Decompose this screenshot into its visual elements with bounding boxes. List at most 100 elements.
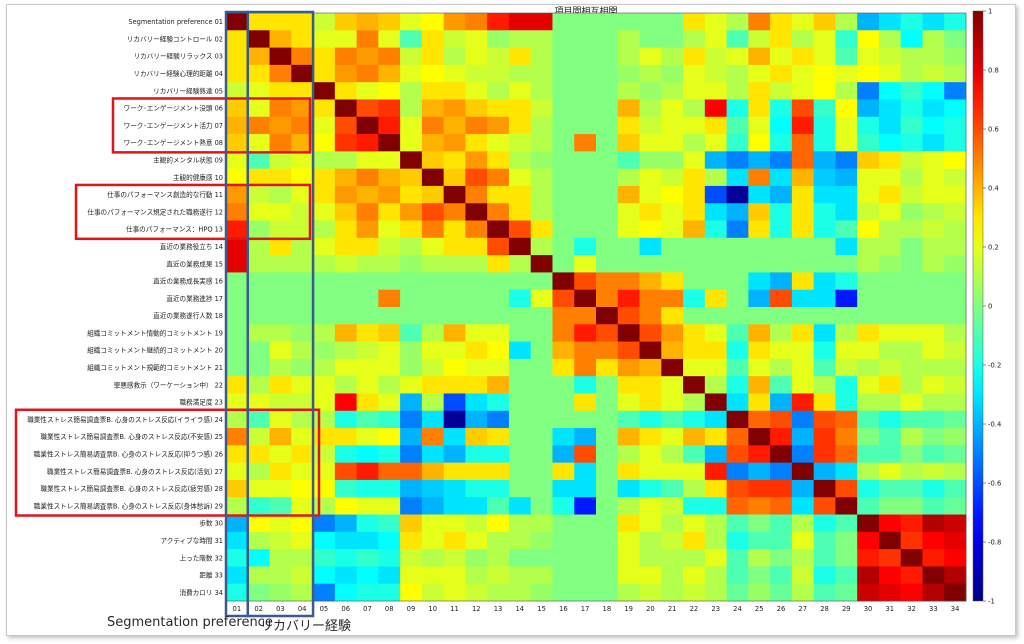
heatmap-cell	[770, 99, 793, 118]
heatmap-cell	[400, 168, 423, 187]
heatmap-cell	[487, 358, 510, 377]
heatmap-cell	[596, 462, 619, 481]
heatmap-cell	[813, 272, 836, 291]
heatmap-cell	[596, 134, 619, 152]
heatmap-cell	[530, 514, 553, 533]
heatmap-cell	[857, 185, 880, 204]
heatmap-cell	[770, 307, 793, 325]
heatmap-cell	[748, 82, 771, 100]
column-label: 21	[668, 605, 677, 613]
heatmap-cell	[487, 514, 510, 533]
column-label: 27	[798, 605, 807, 613]
column-label: 25	[755, 605, 764, 613]
heatmap-cell	[291, 82, 314, 100]
heatmap-cell	[726, 324, 749, 342]
heatmap-cell	[944, 255, 967, 273]
heatmap-cell	[770, 358, 793, 377]
heatmap-cell	[247, 497, 270, 515]
heatmap-cell	[291, 428, 314, 446]
heatmap-cell	[508, 220, 532, 239]
heatmap-cell	[443, 272, 466, 291]
heatmap-cell	[421, 272, 445, 291]
heatmap-cell	[617, 341, 640, 360]
heatmap-cell	[465, 47, 488, 66]
heatmap-cell	[617, 237, 640, 256]
heatmap-cell	[508, 307, 532, 325]
heatmap-cell	[617, 168, 640, 187]
heatmap-cell	[835, 428, 858, 446]
heatmap-cell	[291, 566, 314, 585]
heatmap-cell	[400, 549, 423, 567]
heatmap-cell	[356, 324, 379, 342]
heatmap-cell	[813, 583, 836, 602]
heatmap-cell	[487, 479, 510, 498]
heatmap-cell	[878, 428, 902, 446]
heatmap-cell	[421, 428, 445, 446]
heatmap-cell	[508, 376, 532, 394]
heatmap-cell	[574, 168, 597, 187]
heatmap-cell	[574, 82, 597, 100]
heatmap-cell	[791, 410, 815, 429]
heatmap-cell	[574, 479, 597, 498]
heatmap-cell	[421, 289, 445, 308]
heatmap-cell	[900, 428, 923, 446]
heatmap-cell	[421, 358, 445, 377]
heatmap-cell	[639, 341, 662, 360]
heatmap-cell	[247, 64, 270, 83]
heatmap-cell	[639, 549, 662, 567]
figure-frame: 項目間相互相関 Segmentation preference 01 リカバリー経…	[6, 4, 1016, 636]
heatmap-cell	[900, 185, 923, 204]
row-label: 距離 33	[199, 571, 223, 580]
heatmap-cell	[813, 566, 836, 585]
heatmap-cell	[487, 47, 510, 66]
heatmap-cell	[726, 462, 749, 481]
heatmap-cell	[400, 324, 423, 342]
heatmap-cell	[291, 583, 314, 602]
heatmap-cell	[421, 220, 445, 239]
heatmap-cell	[356, 307, 379, 325]
heatmap-cell	[661, 99, 684, 118]
heatmap-cell	[944, 82, 967, 100]
heatmap-cell	[443, 428, 466, 446]
heatmap-cell	[356, 64, 379, 83]
heatmap-cell	[269, 151, 292, 170]
row-label: 主観的健康感 10	[173, 173, 223, 182]
heatmap-cell	[443, 583, 466, 602]
heatmap-cell	[269, 428, 292, 446]
heatmap-cell	[530, 168, 553, 187]
heatmap-cell	[574, 30, 597, 48]
heatmap-cell	[465, 428, 488, 446]
heatmap-cell	[378, 99, 401, 118]
heatmap-cell	[530, 341, 553, 360]
heatmap-cell	[900, 531, 923, 550]
heatmap-cell	[378, 307, 401, 325]
heatmap-cell	[291, 255, 314, 273]
heatmap-cell	[596, 237, 619, 256]
heatmap-cell	[574, 462, 597, 481]
heatmap-cell	[639, 272, 662, 291]
heatmap-cell	[726, 134, 749, 152]
heatmap-cell	[487, 497, 510, 515]
row-label: 直近の業務成長実感 16	[153, 277, 223, 286]
heatmap-cell	[574, 116, 597, 135]
heatmap-cell	[443, 289, 466, 308]
heatmap-cell	[835, 255, 858, 273]
heatmap-cell	[291, 168, 314, 187]
heatmap-cell	[835, 272, 858, 291]
heatmap-cell	[596, 272, 619, 291]
heatmap-cell	[226, 255, 249, 273]
heatmap-cell	[748, 462, 771, 481]
heatmap-cell	[247, 531, 270, 550]
heatmap-cell	[596, 583, 619, 602]
heatmap-cell	[596, 151, 619, 170]
heatmap-cell	[922, 497, 945, 515]
heatmap-cell	[421, 497, 445, 515]
heatmap-cell	[726, 168, 749, 187]
colorbar-tick-label: -0.2	[988, 362, 1001, 370]
heatmap-cell	[944, 272, 967, 291]
heatmap-cell	[617, 358, 640, 377]
heatmap-cell	[944, 64, 967, 83]
heatmap-cell	[944, 237, 967, 256]
heatmap-cell	[661, 47, 684, 66]
heatmap-cell	[639, 497, 662, 515]
